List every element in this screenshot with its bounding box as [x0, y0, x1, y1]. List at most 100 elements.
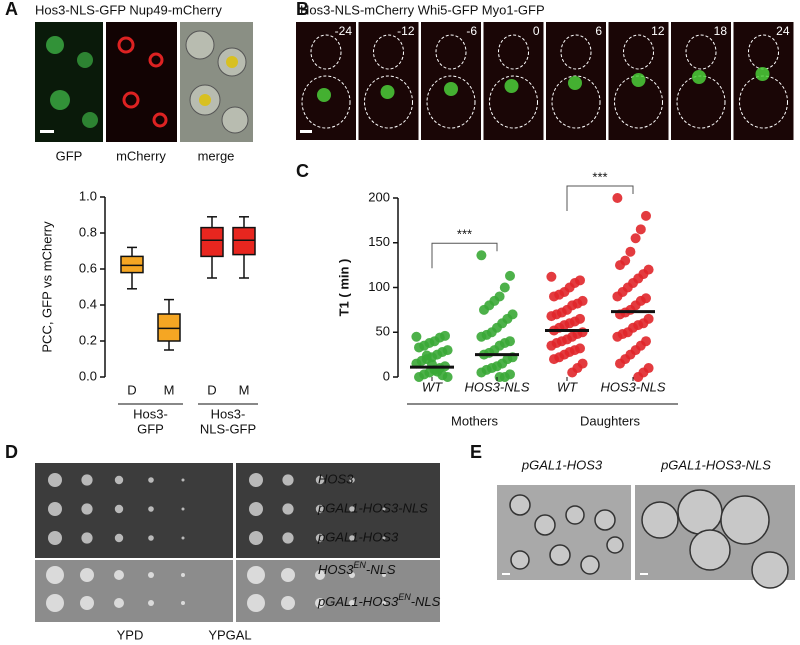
colony	[249, 502, 263, 516]
panel-letter: A	[5, 0, 18, 19]
colony	[315, 570, 325, 580]
colony	[80, 568, 94, 582]
box	[157, 313, 181, 342]
frame	[296, 22, 356, 140]
group-label: Hos3-	[133, 406, 168, 421]
spot-assay	[35, 463, 440, 622]
time-label: -24	[335, 24, 353, 38]
panel-letter: E	[470, 442, 482, 462]
colony	[148, 535, 154, 541]
colony	[48, 473, 62, 487]
signal	[317, 88, 331, 102]
cell-outline	[426, 75, 476, 129]
colony	[382, 507, 386, 511]
y-tick-label: 150	[368, 234, 390, 249]
caption: mCherry	[116, 148, 166, 163]
data-point	[625, 246, 636, 257]
data-point	[505, 270, 515, 281]
frame	[733, 22, 794, 140]
panel-header: Hos3-NLS-mCherry Whi5-GFP Myo1-GFP	[300, 2, 545, 17]
data-point	[630, 233, 641, 244]
scale-bar	[300, 130, 312, 133]
y-tick-label: 0.2	[79, 332, 97, 347]
colony	[148, 572, 154, 578]
cell-outline	[489, 75, 538, 129]
colony	[181, 536, 185, 540]
y-tick-label: 50	[376, 324, 390, 339]
data-point	[476, 331, 487, 342]
data-point	[411, 331, 422, 342]
colony	[114, 598, 124, 608]
data-point	[546, 311, 557, 322]
panel-letter: C	[296, 161, 309, 181]
data-point	[479, 304, 489, 315]
data-point	[567, 367, 578, 378]
y-axis-label: T1 ( min )	[336, 259, 351, 317]
cell-outline	[748, 34, 779, 70]
data-point	[499, 282, 510, 293]
colony	[315, 533, 325, 543]
box	[120, 255, 144, 274]
colony	[281, 596, 295, 610]
colony	[315, 475, 325, 485]
label-part: pGAL1-HOS3	[317, 594, 399, 609]
colony	[281, 568, 295, 582]
micrograph	[106, 22, 177, 142]
frame	[421, 22, 481, 140]
strain-label: pGAL1-HOS3EN-NLS	[317, 592, 441, 609]
group-label: NLS-GFP	[200, 421, 256, 436]
time-label: 0	[533, 24, 540, 38]
medium-label: YPGAL	[208, 627, 251, 642]
colony	[48, 531, 62, 545]
caption: merge	[198, 148, 235, 163]
y-tick-label: 200	[368, 189, 390, 204]
colony	[46, 566, 64, 584]
cell-outline	[560, 34, 592, 70]
colony	[148, 477, 154, 483]
data-point	[635, 224, 646, 235]
data-point	[546, 271, 557, 282]
time-label: 12	[651, 24, 665, 38]
cell-outline	[498, 34, 529, 70]
y-tick-label: 0.4	[79, 296, 97, 311]
colony	[80, 596, 94, 610]
y-tick-label: 0	[383, 368, 390, 383]
data-point	[476, 250, 487, 261]
time-label: -12	[397, 24, 415, 38]
colony	[349, 600, 355, 606]
data-point	[421, 350, 432, 361]
colony	[114, 475, 124, 485]
colony	[382, 601, 386, 605]
panel-letter: D	[5, 442, 18, 462]
signal	[444, 82, 458, 96]
strain-label: pGAL1-HOS3	[317, 529, 399, 544]
x-tick-label: D	[127, 382, 136, 397]
label-part: -NLS	[366, 562, 396, 577]
data-point	[549, 354, 559, 365]
cells	[509, 489, 789, 589]
colony	[181, 478, 185, 482]
cell-outline	[310, 34, 342, 70]
colony	[114, 504, 124, 514]
data-point	[615, 358, 625, 369]
colony	[181, 601, 185, 605]
time-label: 24	[776, 24, 790, 38]
label-superscript: EN	[398, 592, 411, 602]
time-label: 18	[714, 24, 728, 38]
time-label: -6	[466, 24, 477, 38]
colony	[81, 474, 93, 486]
signal	[755, 67, 770, 81]
image-label: pGAL1-HOS3	[521, 457, 603, 472]
colony	[148, 600, 154, 606]
significance-label: ***	[592, 169, 607, 184]
frame	[358, 22, 419, 140]
cell-outline	[623, 34, 654, 70]
x-tick-label: HOS3-NLS	[464, 379, 529, 394]
colony	[315, 598, 325, 608]
significance-label: ***	[457, 227, 472, 242]
colony	[282, 474, 294, 486]
colony	[349, 506, 355, 512]
colony	[249, 531, 263, 545]
cell-outline	[373, 34, 404, 70]
